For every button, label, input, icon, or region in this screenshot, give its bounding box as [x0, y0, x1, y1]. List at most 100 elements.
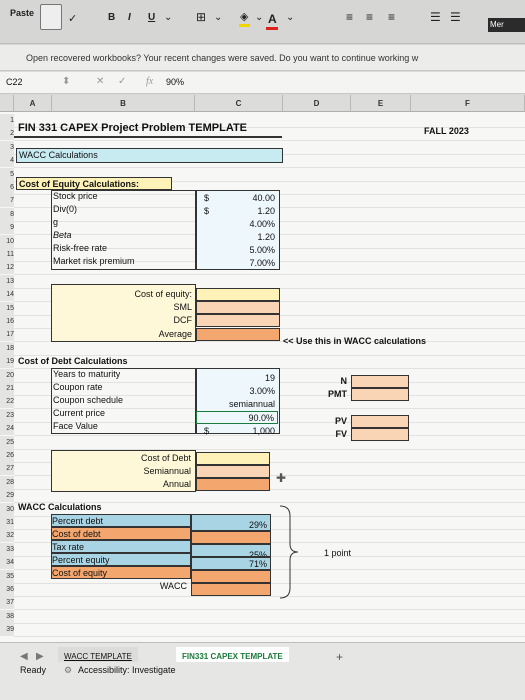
formula-input[interactable]: 90%	[166, 77, 185, 87]
clipboard-icon[interactable]	[40, 4, 62, 30]
pmt-input[interactable]	[351, 388, 409, 401]
row-header[interactable]: 26	[0, 449, 14, 462]
row-header[interactable]: 18	[0, 341, 14, 355]
row-header[interactable]: 24	[0, 422, 14, 436]
row-header[interactable]: 39	[0, 623, 14, 637]
average-input[interactable]	[196, 328, 280, 341]
format-painter-icon[interactable]: ✓	[68, 13, 78, 25]
value-years[interactable]: 19	[264, 373, 275, 383]
row-header[interactable]: 14	[0, 288, 14, 302]
confirm-icon[interactable]: ✓	[118, 76, 127, 87]
row-header[interactable]: 15	[0, 301, 14, 315]
cost-of-debt-input[interactable]	[196, 452, 270, 465]
accessibility-status[interactable]: Accessibility: Investigate	[78, 665, 176, 675]
decrease-indent-icon[interactable]: ☰	[430, 10, 441, 24]
value-beta[interactable]: 1.20	[257, 232, 275, 242]
row-header[interactable]: 35	[0, 569, 14, 583]
cost-of-equity-output[interactable]	[191, 570, 271, 583]
row-header[interactable]: 37	[0, 596, 14, 610]
column-header-b[interactable]: B	[52, 95, 195, 112]
row-header[interactable]: 28	[0, 475, 14, 489]
value-face-value[interactable]: 1,000	[252, 426, 275, 436]
underline-button[interactable]: U	[148, 12, 156, 23]
row-header[interactable]: 7	[0, 194, 14, 208]
row-header[interactable]: 6	[0, 181, 14, 194]
row-header[interactable]: 21	[0, 382, 14, 395]
add-sheet-button[interactable]: +	[336, 650, 344, 664]
chevron-down-icon[interactable]: ⌄	[214, 12, 223, 23]
font-color-button[interactable]: A	[268, 12, 277, 26]
value-g[interactable]: 4.00%	[249, 219, 275, 229]
row-header[interactable]: 20	[0, 368, 14, 382]
increase-indent-icon[interactable]: ☰	[450, 10, 461, 24]
value-div0[interactable]: 1.20	[257, 206, 275, 216]
row-header[interactable]: 1	[0, 114, 14, 127]
spreadsheet-grid[interactable]: 1 2 3 4 5 6 7 8 9 10 11 12 13 14 15 16 17 18 19 20 21 22 23 24 2…	[0, 112, 525, 642]
row-header[interactable]: 16	[0, 315, 14, 328]
row-header[interactable]: 3	[0, 140, 14, 154]
function-icon[interactable]: fx	[146, 76, 154, 87]
row-header[interactable]: 36	[0, 583, 14, 596]
value-coupon-schedule[interactable]: semiannual	[228, 399, 275, 409]
row-header[interactable]: 29	[0, 489, 14, 503]
dcf-input[interactable]	[196, 314, 280, 327]
n-input[interactable]	[351, 375, 409, 388]
value-mrp[interactable]: 7.00%	[249, 258, 275, 268]
value-risk-free[interactable]: 5.00%	[249, 245, 275, 255]
row-header[interactable]: 11	[0, 248, 14, 261]
italic-button[interactable]: I	[128, 12, 131, 23]
row-header[interactable]: 8	[0, 207, 14, 221]
row-header[interactable]: 25	[0, 435, 14, 449]
chevron-down-icon[interactable]: ⌄	[286, 12, 295, 23]
row-header[interactable]: 33	[0, 542, 14, 556]
column-header-e[interactable]: E	[351, 95, 411, 112]
next-sheet-icon[interactable]: ▶	[36, 651, 44, 662]
wacc-output[interactable]	[191, 583, 271, 596]
row-header[interactable]: 23	[0, 408, 14, 422]
row-header[interactable]: 38	[0, 609, 14, 623]
column-header-f[interactable]: F	[411, 95, 525, 112]
align-right-icon[interactable]: ≡	[388, 10, 396, 24]
align-left-icon[interactable]: ≡	[346, 10, 354, 24]
column-header-c[interactable]: C	[195, 95, 283, 112]
accessibility-icon[interactable]: ⚙	[64, 665, 73, 675]
value-coupon-rate[interactable]: 3.00%	[249, 386, 275, 396]
cancel-icon[interactable]: ✕	[96, 76, 105, 87]
value-current-price-selected[interactable]: 90.0%	[196, 411, 278, 424]
row-header[interactable]: 34	[0, 556, 14, 570]
sml-input[interactable]	[196, 301, 280, 314]
row-header[interactable]: 17	[0, 328, 14, 342]
row-header[interactable]: 10	[0, 234, 14, 248]
row-header[interactable]: 22	[0, 395, 14, 409]
align-center-icon[interactable]: ≡	[366, 10, 374, 24]
value-percent-equity[interactable]: 71%	[191, 557, 271, 570]
bold-button[interactable]: B	[108, 12, 116, 23]
semiannual-input[interactable]	[196, 465, 270, 478]
cost-of-debt-output[interactable]	[191, 531, 271, 544]
row-header[interactable]: 27	[0, 462, 14, 476]
row-header[interactable]: 19	[0, 355, 14, 369]
chevron-down-icon[interactable]: ⌄	[255, 12, 264, 23]
name-box[interactable]: C22	[6, 77, 23, 87]
value-stock-price[interactable]: 40.00	[252, 193, 275, 203]
select-all-corner[interactable]	[0, 95, 14, 112]
fv-input[interactable]	[351, 428, 409, 441]
row-header[interactable]: 12	[0, 261, 14, 275]
prev-sheet-icon[interactable]: ◀	[20, 651, 28, 662]
row-header[interactable]: 32	[0, 529, 14, 543]
row-header[interactable]: 31	[0, 516, 14, 529]
pv-input[interactable]	[351, 415, 409, 428]
row-header[interactable]: 9	[0, 221, 14, 235]
stepper-icon[interactable]: ⬍	[62, 76, 71, 87]
column-header-d[interactable]: D	[283, 95, 351, 112]
annual-input[interactable]	[196, 478, 270, 491]
cost-of-equity-input[interactable]	[196, 288, 280, 301]
row-header[interactable]: 4	[0, 154, 14, 168]
value-tax-rate[interactable]: 25%	[191, 544, 271, 557]
row-header[interactable]: 2	[0, 127, 14, 141]
row-header[interactable]: 30	[0, 502, 14, 516]
row-header[interactable]: 5	[0, 167, 14, 181]
column-header-a[interactable]: A	[14, 95, 52, 112]
value-percent-debt[interactable]: 29%	[191, 514, 271, 531]
chevron-down-icon[interactable]: ⌄	[164, 12, 173, 23]
